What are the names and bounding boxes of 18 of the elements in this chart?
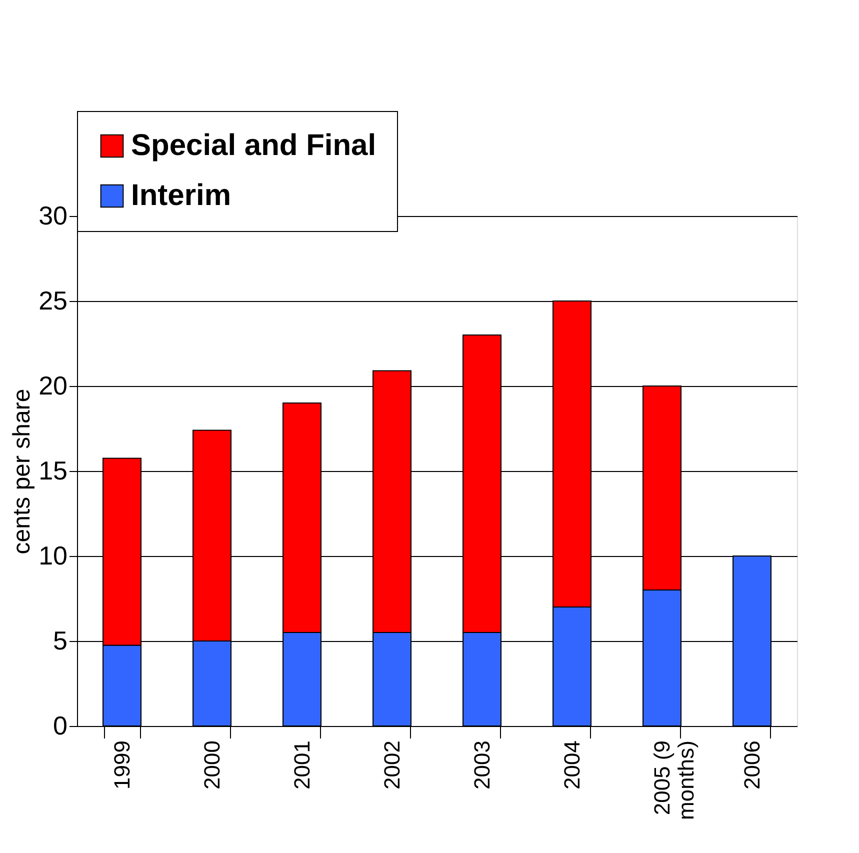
y-tick-label: 15	[38, 456, 68, 486]
y-tick-label: 5	[53, 626, 68, 656]
x-tick-label: 2005 (9 months)	[650, 740, 698, 820]
x-tick-label: 1999	[110, 740, 134, 790]
y-tick-label: 30	[38, 200, 68, 230]
y-tick-label: 0	[53, 710, 68, 740]
y-axis-title: cents per share	[8, 388, 36, 554]
x-tick-label: 2003	[470, 740, 494, 790]
x-tick-label: 2002	[380, 740, 404, 790]
y-tick-label: 25	[38, 286, 68, 316]
legend-label: Special and Final	[131, 129, 376, 162]
y-tick-label: 20	[38, 370, 68, 400]
legend-label: Interim	[131, 179, 232, 212]
y-tick-label: 10	[38, 540, 68, 570]
x-tick-label: 2006	[740, 740, 764, 790]
x-tick-label: 2000	[200, 740, 224, 790]
x-tick-label: 2001	[290, 740, 314, 790]
x-tick-label: 2004	[560, 740, 584, 790]
